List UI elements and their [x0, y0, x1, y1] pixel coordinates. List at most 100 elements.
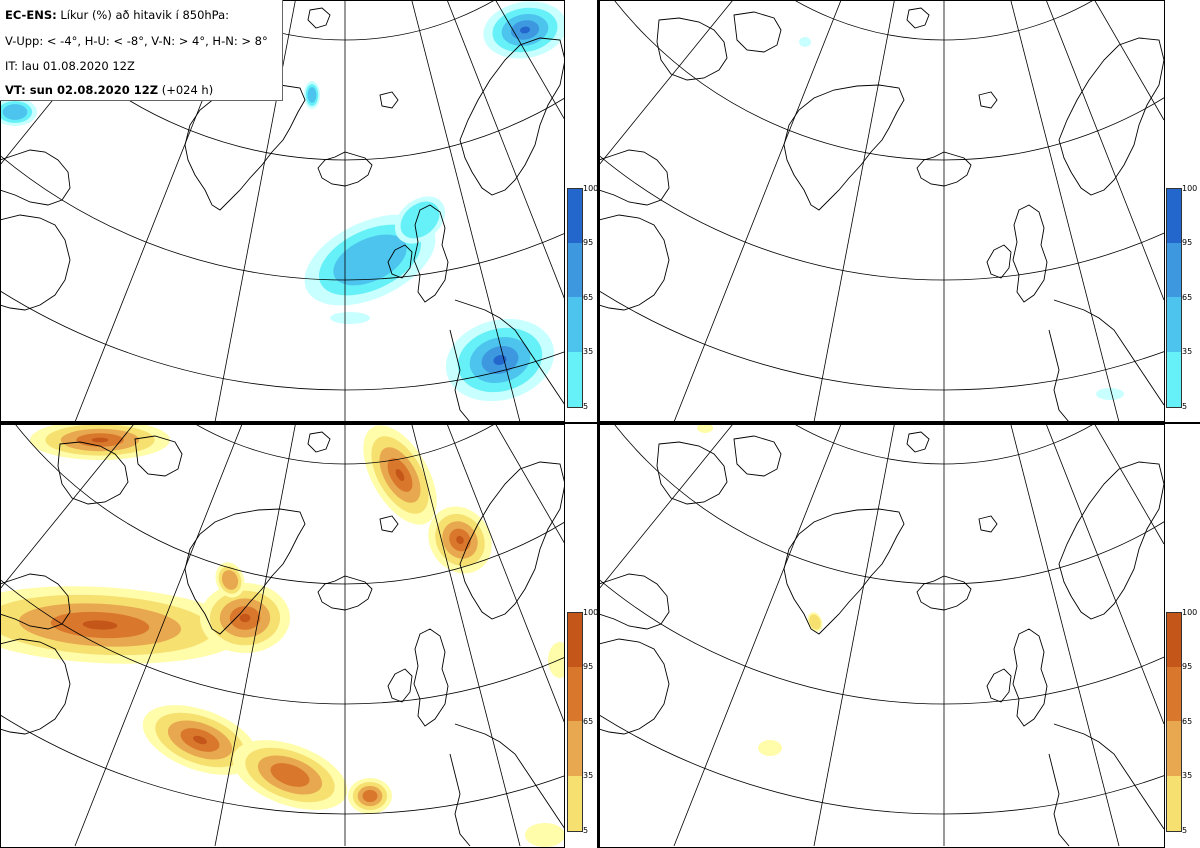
coastline — [317, 151, 373, 187]
coastline-layer — [0, 431, 565, 847]
coastline — [0, 573, 71, 630]
cbar-seg-2 — [568, 352, 582, 407]
meridian-line — [214, 424, 296, 847]
cbar-seg-3 — [568, 297, 582, 352]
cbar-label: 5 — [1182, 826, 1188, 835]
probability-area — [307, 87, 317, 103]
probability-area — [395, 469, 405, 481]
coastline — [1058, 461, 1165, 620]
probability-area — [91, 437, 109, 443]
probability-area — [799, 37, 811, 47]
probability-area — [758, 740, 782, 756]
probability-area — [520, 26, 530, 34]
cbar-label: 95 — [1182, 238, 1193, 247]
coastline — [454, 299, 565, 406]
latitude-circle — [793, 424, 1095, 465]
vertical-divider — [597, 0, 599, 848]
coastline — [978, 91, 998, 109]
probability-area — [697, 424, 713, 433]
coastline — [906, 431, 930, 453]
probability-area — [456, 535, 464, 545]
coastline — [379, 515, 399, 533]
latitude-circle — [599, 290, 1165, 391]
cbar-seg-4 — [1167, 667, 1181, 721]
cbar-label: 35 — [583, 347, 594, 356]
probability-area — [330, 312, 370, 324]
issue-time: IT: lau 01.08.2020 12Z — [5, 59, 135, 73]
coastline — [656, 17, 728, 81]
coastline — [978, 515, 998, 533]
cbar-seg-4 — [568, 243, 582, 297]
meridian-line — [74, 424, 243, 847]
cbar-label: 5 — [583, 402, 589, 411]
probability-area — [333, 234, 407, 286]
panel-warm-8 — [599, 424, 1165, 848]
probability-area — [193, 735, 207, 745]
meridian-line — [1010, 424, 1120, 847]
meridian-line — [495, 424, 565, 545]
horizontal-divider — [0, 422, 1200, 424]
coastline — [1058, 37, 1165, 196]
meridian-line — [1045, 424, 1165, 725]
legend-line: V-Upp: < -4°, H-U: < -8°, V-N: > 4°, H-N… — [5, 34, 268, 48]
coastline — [184, 508, 306, 635]
coastline — [656, 441, 728, 505]
probability-layer — [799, 37, 1124, 400]
coastline — [387, 244, 413, 279]
latitude-circle — [793, 0, 1095, 41]
coastline — [986, 244, 1012, 279]
colorbar-cold-left — [567, 188, 583, 408]
probability-area — [525, 823, 565, 847]
coastline — [916, 151, 972, 187]
meridian-line — [0, 424, 135, 590]
title-line: EC-ENS: Líkur (%) að hitavik í 850hPa: — [5, 8, 229, 22]
coastline — [599, 573, 670, 630]
meridian-line — [495, 0, 565, 121]
probability-layer — [0, 424, 565, 847]
cbar-seg-2 — [1167, 352, 1181, 407]
coastline-layer — [599, 7, 1165, 422]
meridian-line — [411, 424, 521, 847]
coastline — [1048, 753, 1070, 847]
cbar-seg-5 — [1167, 189, 1181, 243]
coastline — [1053, 299, 1165, 406]
coastline — [906, 7, 930, 29]
cbar-seg-4 — [568, 667, 582, 721]
coastline — [0, 149, 71, 206]
probability-area — [82, 620, 118, 630]
colorbar-warm-left — [567, 612, 583, 832]
cbar-seg-5 — [1167, 613, 1181, 667]
coastline — [1012, 204, 1048, 303]
map-cold-8 — [599, 0, 1165, 422]
graticule-layer — [0, 424, 565, 847]
probability-area — [400, 201, 440, 239]
meridian-line — [1045, 0, 1165, 301]
coastline — [317, 575, 373, 611]
colorbar-cold-right — [1166, 188, 1182, 408]
meridian-line — [1094, 424, 1165, 545]
probability-area — [809, 614, 821, 630]
valid-time-line: VT: sun 02.08.2020 12Z (+024 h) — [5, 83, 213, 97]
coastline — [387, 668, 413, 703]
cbar-seg-3 — [1167, 721, 1181, 776]
meridian-line — [446, 0, 565, 301]
probability-layer — [0, 1, 565, 402]
cbar-label: 100 — [583, 608, 599, 617]
meridian-line — [599, 0, 734, 166]
map-cold-4 — [0, 0, 565, 422]
cbar-label: 65 — [583, 717, 594, 726]
cbar-label: 35 — [1182, 347, 1193, 356]
coastline — [916, 575, 972, 611]
cbar-label: 35 — [583, 771, 594, 780]
info-box: EC-ENS: Líkur (%) að hitavik í 850hPa: V… — [0, 0, 283, 101]
coastline — [783, 508, 905, 635]
cbar-label: 35 — [1182, 771, 1193, 780]
coastline — [454, 723, 565, 830]
cbar-label: 100 — [1182, 184, 1198, 193]
map-warm-4 — [0, 424, 565, 848]
coastline — [783, 84, 905, 211]
cbar-label: 100 — [1182, 608, 1198, 617]
meridian-line — [813, 0, 895, 422]
map-warm-8 — [599, 424, 1165, 848]
coastline — [0, 638, 71, 735]
